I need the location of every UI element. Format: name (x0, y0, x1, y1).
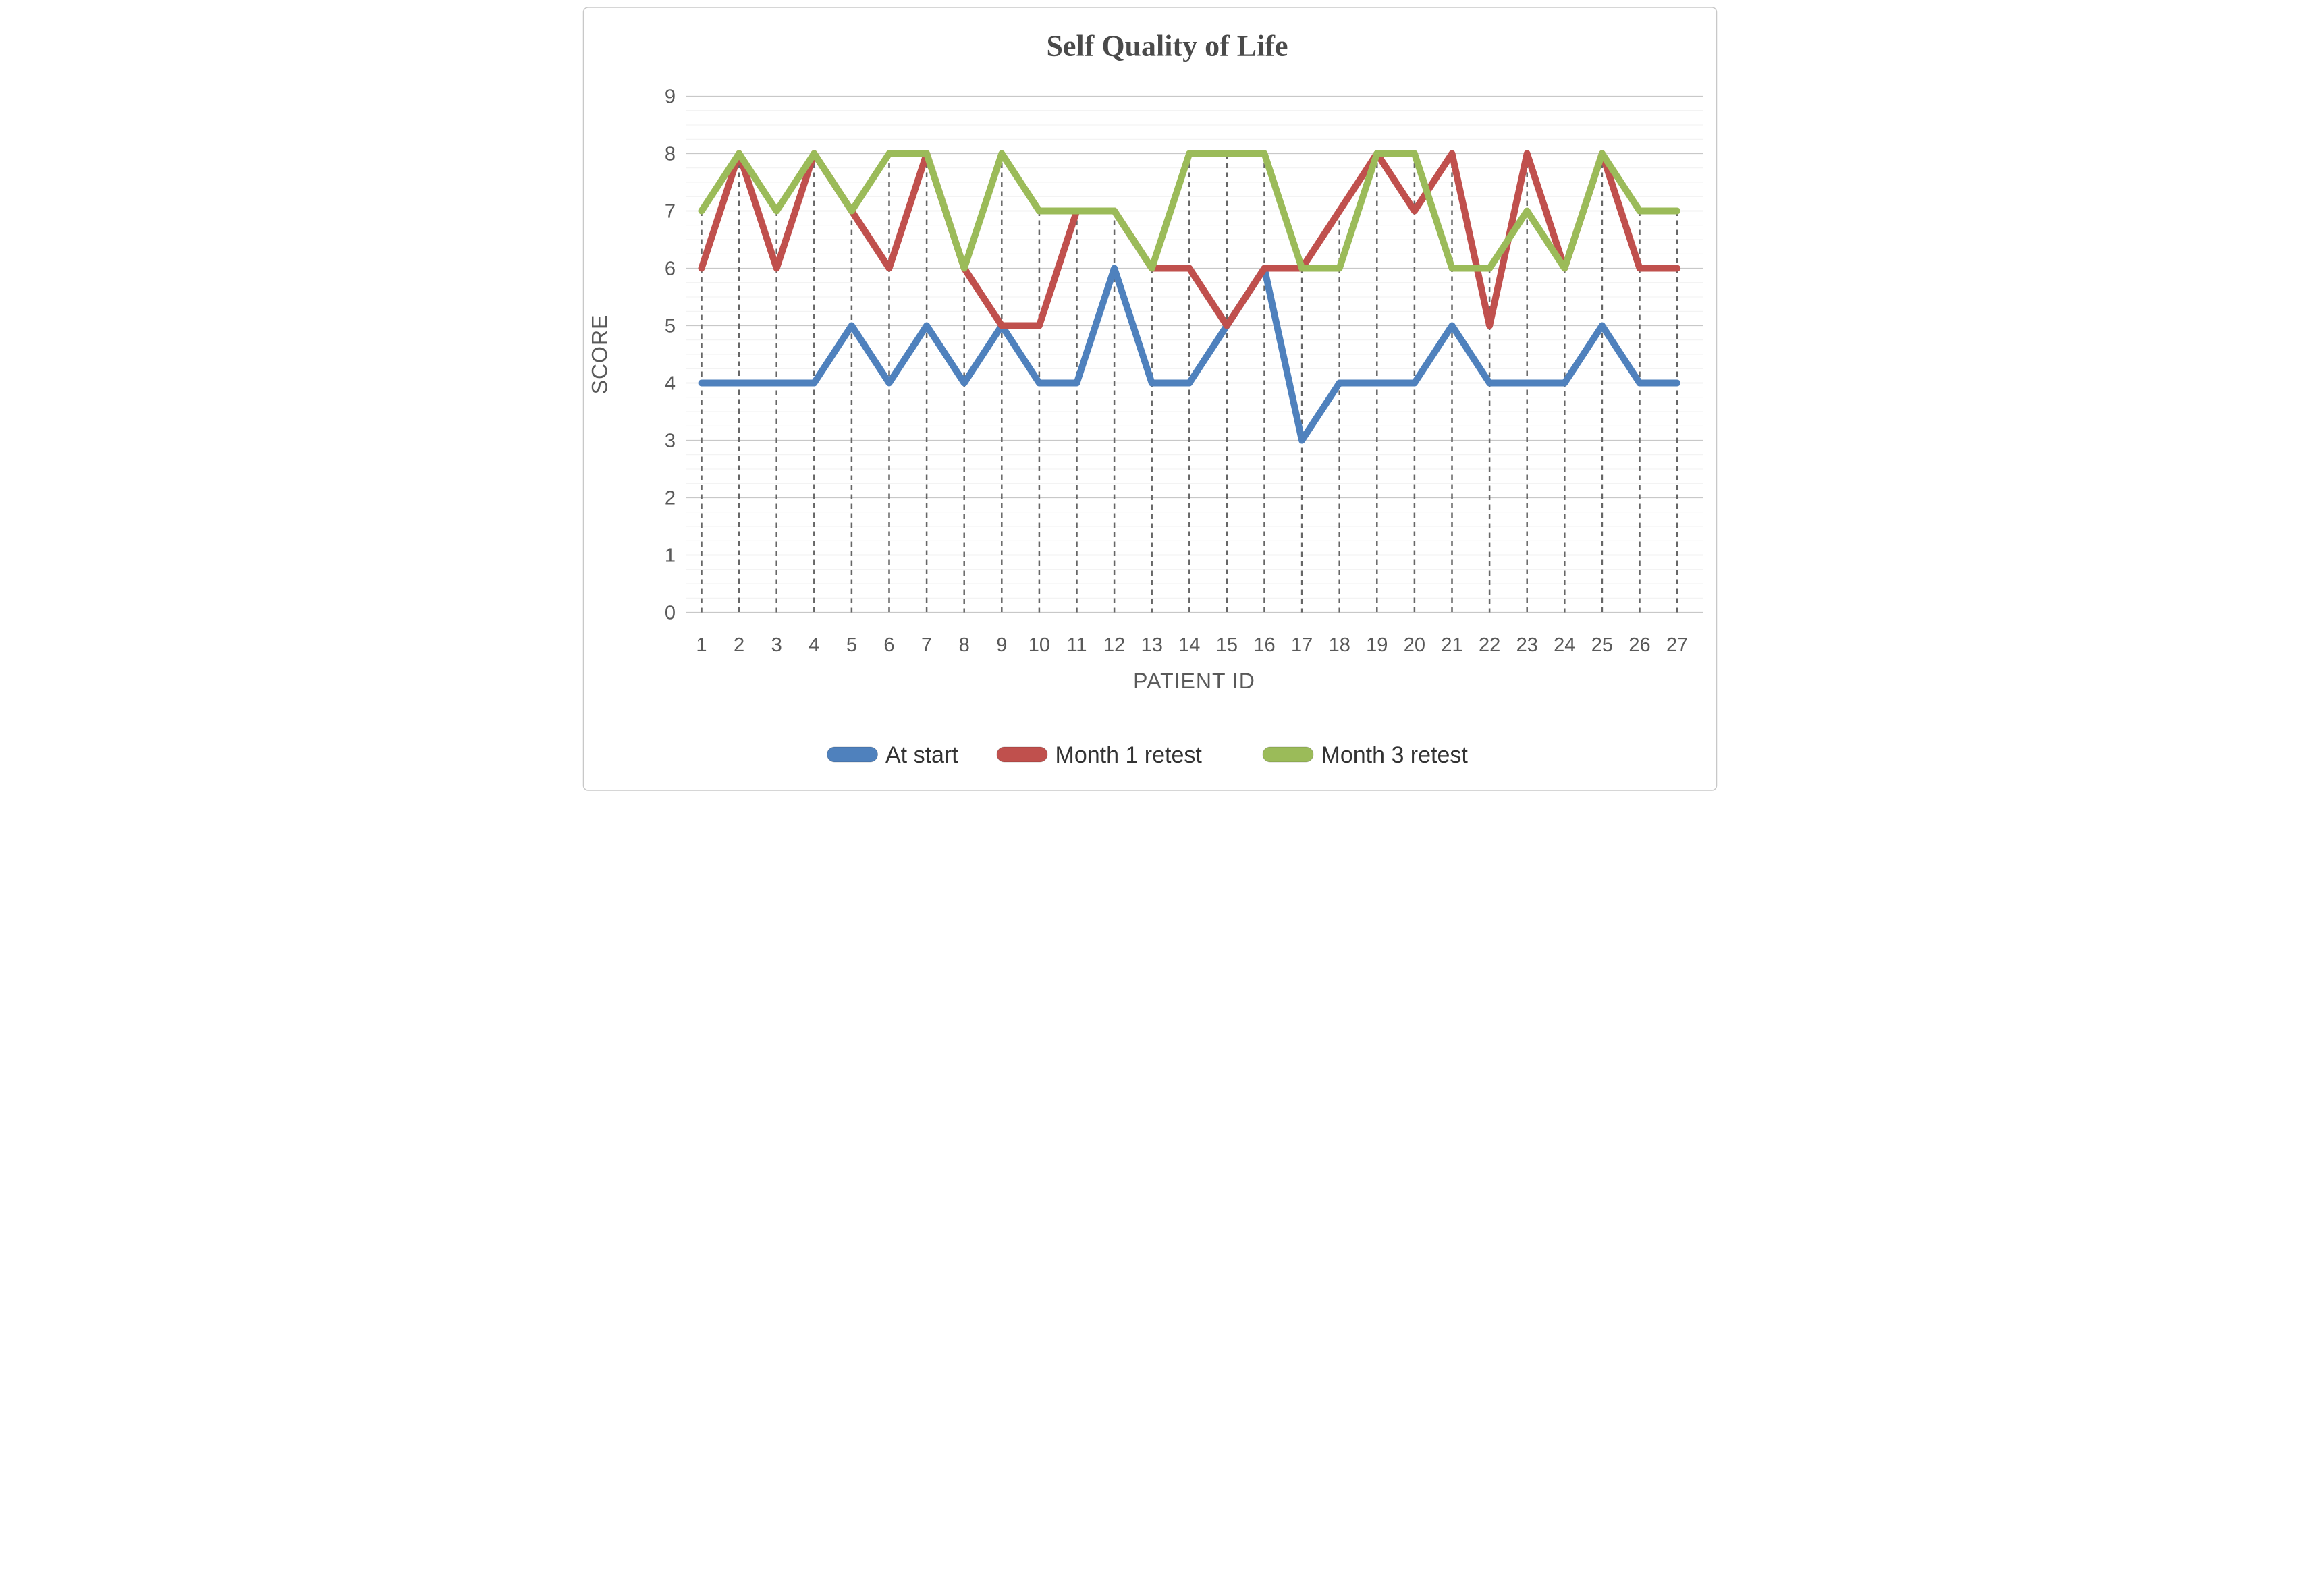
x-tick-label: 13 (1141, 634, 1163, 656)
y-tick-label: 7 (665, 201, 676, 223)
legend-item-at-start: At start (827, 742, 958, 768)
x-tick-label: 23 (1516, 634, 1538, 656)
legend-swatch-at-start (827, 746, 878, 763)
legend-item-month3: Month 3 retest (1262, 742, 1469, 768)
y-tick-label: 8 (665, 144, 676, 165)
gridlines (686, 95, 1703, 613)
x-tick-label: 6 (883, 634, 894, 656)
x-tick-label: 27 (1666, 634, 1688, 656)
chart-title: Self Quality of Life (1046, 30, 1288, 63)
series-line-month-3-retest (698, 150, 1681, 272)
y-tick-label: 1 (665, 545, 676, 567)
x-tick-label: 21 (1441, 634, 1462, 656)
x-tick-label: 26 (1628, 634, 1650, 656)
figure-border (582, 7, 1718, 791)
legend-label-month1: Month 1 retest (1056, 742, 1203, 768)
x-tick-label: 16 (1253, 634, 1275, 656)
y-tick-label: 4 (665, 373, 676, 395)
y-tick-label: 9 (665, 86, 676, 108)
series-line-month-1-retest (698, 150, 1681, 329)
legend: At start Month 1 retest Month 3 retest (827, 742, 1469, 768)
legend-swatch-month3 (1262, 746, 1314, 763)
x-tick-label: 2 (734, 634, 744, 656)
y-tick-label: 2 (665, 488, 676, 510)
y-tick-label: 0 (665, 603, 676, 624)
x-tick-label: 4 (809, 634, 819, 656)
legend-item-month1: Month 1 retest (996, 742, 1203, 768)
x-axis-title: PATIENT ID (1133, 669, 1255, 693)
x-tick-label: 10 (1029, 634, 1050, 656)
x-tick-label: 7 (921, 634, 932, 656)
y-tick-label: 5 (665, 316, 676, 337)
series-line-at-start (698, 265, 1681, 444)
x-tick-labels: 1 2 3 4 5 6 7 8 9 10 11 12 13 14 15 16 17 18 19 20 21 22 23 24 2… (696, 634, 1688, 656)
y-tick-labels: 9 8 7 6 5 4 3 2 1 0 (665, 86, 676, 624)
y-tick-label: 3 (665, 431, 676, 452)
y-axis-title: SCORE (588, 314, 612, 395)
x-tick-label: 5 (846, 634, 857, 656)
series-lines (698, 150, 1681, 444)
x-tick-label: 18 (1329, 634, 1350, 656)
x-tick-label: 20 (1404, 634, 1425, 656)
x-tick-label: 24 (1554, 634, 1575, 656)
x-tick-label: 11 (1066, 634, 1087, 656)
x-tick-label: 25 (1591, 634, 1613, 656)
x-tick-label: 17 (1291, 634, 1313, 656)
x-tick-label: 1 (696, 634, 707, 656)
x-tick-label: 8 (959, 634, 970, 656)
legend-label-at-start: At start (885, 742, 958, 768)
x-tick-label: 19 (1366, 634, 1388, 656)
x-tick-label: 22 (1479, 634, 1500, 656)
x-tick-label: 14 (1178, 634, 1200, 656)
drop-lines (701, 153, 1678, 613)
legend-swatch-month1 (996, 746, 1048, 763)
y-tick-label: 6 (665, 258, 676, 280)
x-tick-label: 15 (1216, 634, 1238, 656)
x-tick-label: 12 (1103, 634, 1125, 656)
x-tick-label: 9 (996, 634, 1007, 656)
legend-label-month3: Month 3 retest (1321, 742, 1469, 768)
x-tick-label: 3 (771, 634, 782, 656)
